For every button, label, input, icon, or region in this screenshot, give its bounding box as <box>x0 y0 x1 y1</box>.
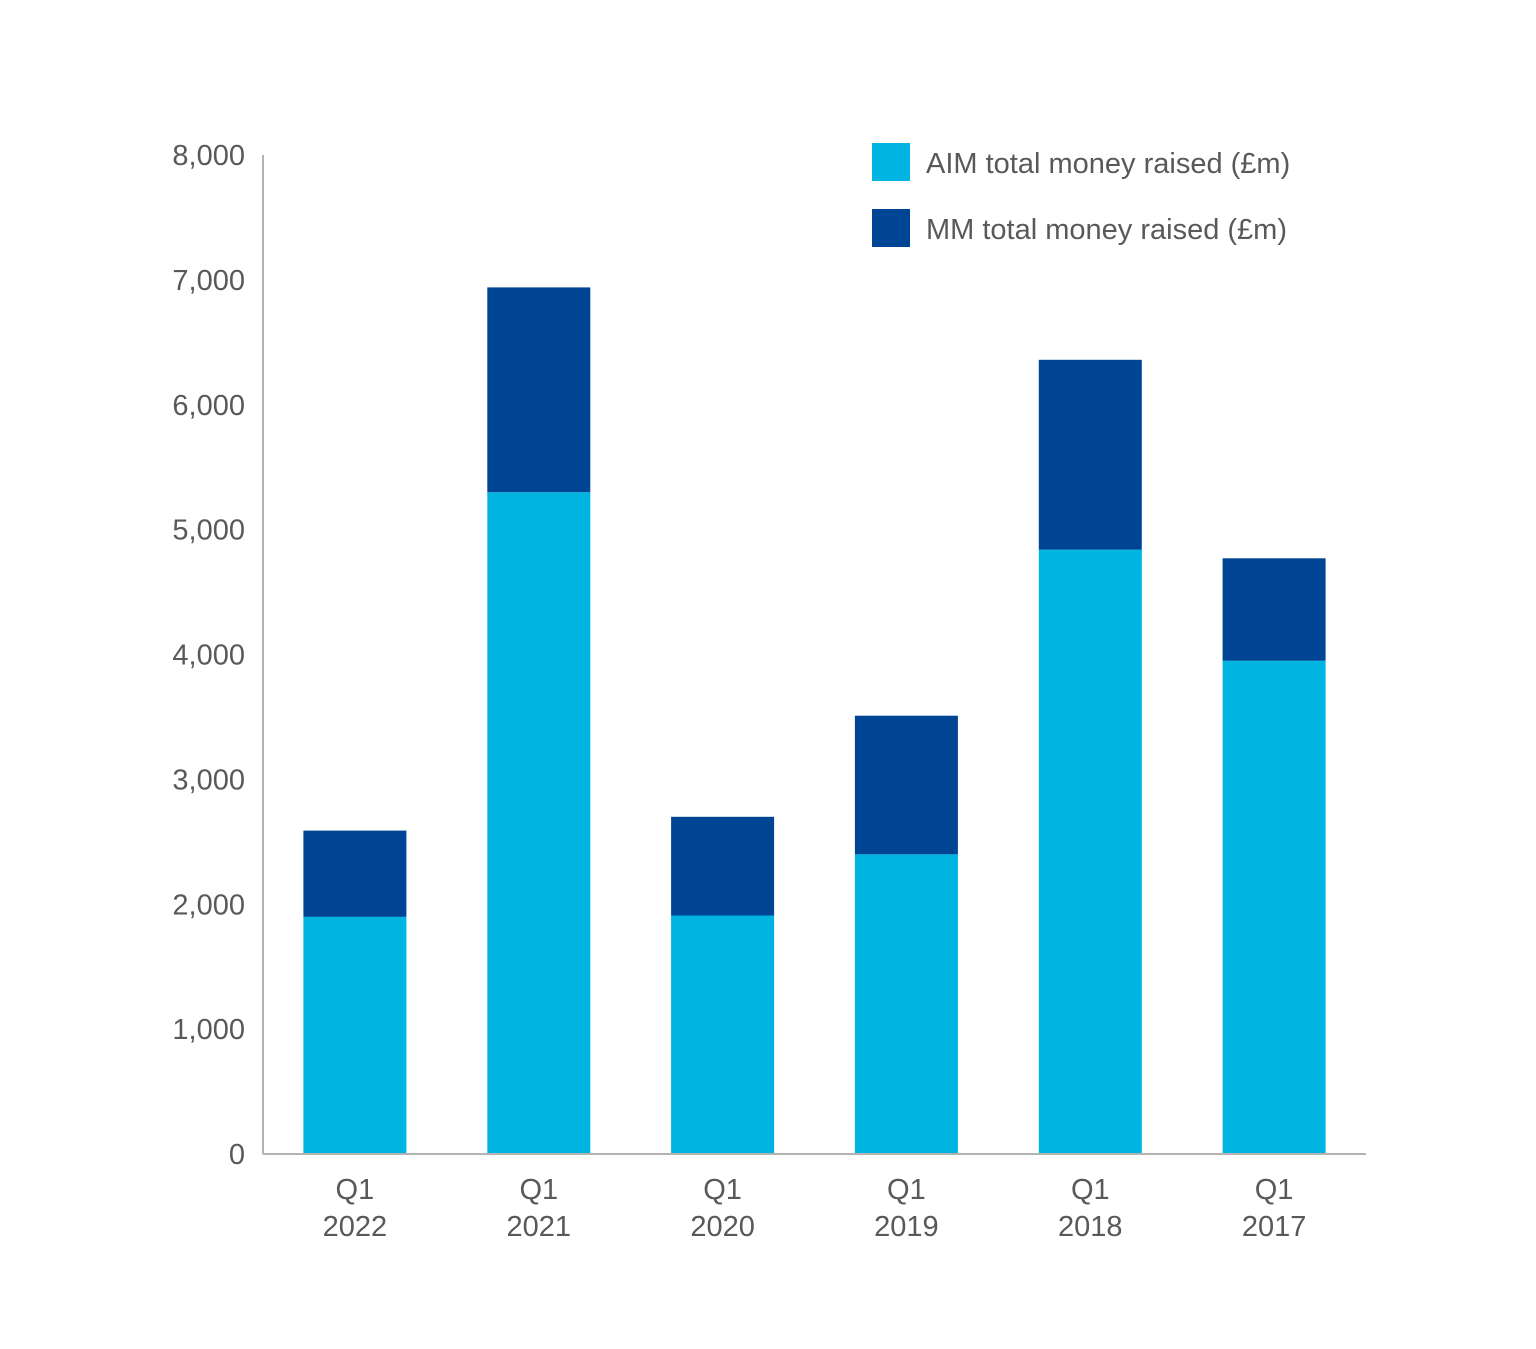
y-tick-label: 4,000 <box>172 640 245 672</box>
bar-mm-2018 <box>1038 359 1142 550</box>
y-tick-label: 2,000 <box>172 889 245 921</box>
x-tick-label: 2017 <box>1242 1211 1307 1243</box>
x-tick-label: 2018 <box>1058 1211 1123 1243</box>
bar-mm-2020 <box>671 816 775 916</box>
bar-aim-2021 <box>487 492 591 1154</box>
legend-label-mm: MM total money raised (£m) <box>926 214 1287 246</box>
x-tick-label: 2019 <box>874 1211 939 1243</box>
legend-swatch-aim <box>872 143 910 181</box>
y-tick-label: 1,000 <box>172 1014 245 1046</box>
axes-layer <box>262 155 1366 1155</box>
x-tick-label: Q1 <box>336 1174 375 1206</box>
x-tick-label: 2020 <box>690 1211 755 1243</box>
y-tick-label: 3,000 <box>172 764 245 796</box>
y-tick-label: 0 <box>229 1139 245 1171</box>
bar-aim-2017 <box>1222 660 1326 1154</box>
bar-mm-2022 <box>303 830 407 917</box>
x-tick-label: 2021 <box>507 1211 572 1243</box>
y-tick-label: 5,000 <box>172 515 245 547</box>
bar-aim-2019 <box>854 854 958 1154</box>
legend: AIM total money raised (£m) MM total mone… <box>872 143 1290 247</box>
bars-layer <box>303 287 1326 1154</box>
legend-swatch-mm <box>872 209 910 247</box>
x-tick-label: Q1 <box>703 1174 742 1206</box>
x-tick-label: Q1 <box>1255 1174 1294 1206</box>
bar-aim-2020 <box>671 915 775 1154</box>
bar-mm-2017 <box>1222 558 1326 661</box>
bar-mm-2019 <box>854 715 958 855</box>
x-tick-label: Q1 <box>887 1174 926 1206</box>
x-tick-label: Q1 <box>519 1174 558 1206</box>
y-tick-labels: 0 1,000 2,000 3,000 4,000 5,000 6,000 7,000 8,00… <box>172 140 245 1171</box>
bar-aim-2018 <box>1038 549 1142 1154</box>
bar-mm-2021 <box>487 287 591 493</box>
y-tick-label: 7,000 <box>172 265 245 297</box>
y-tick-label: 8,000 <box>172 140 245 172</box>
y-tick-label: 6,000 <box>172 390 245 422</box>
bar-aim-2022 <box>303 916 407 1154</box>
x-tick-label: 2022 <box>323 1211 388 1243</box>
x-tick-label: Q1 <box>1071 1174 1110 1206</box>
x-tick-labels: Q1 2022 Q1 2021 Q1 2020 Q1 2019 Q1 2018 Q1 2017 <box>323 1174 1307 1243</box>
legend-label-aim: AIM total money raised (£m) <box>926 148 1290 180</box>
